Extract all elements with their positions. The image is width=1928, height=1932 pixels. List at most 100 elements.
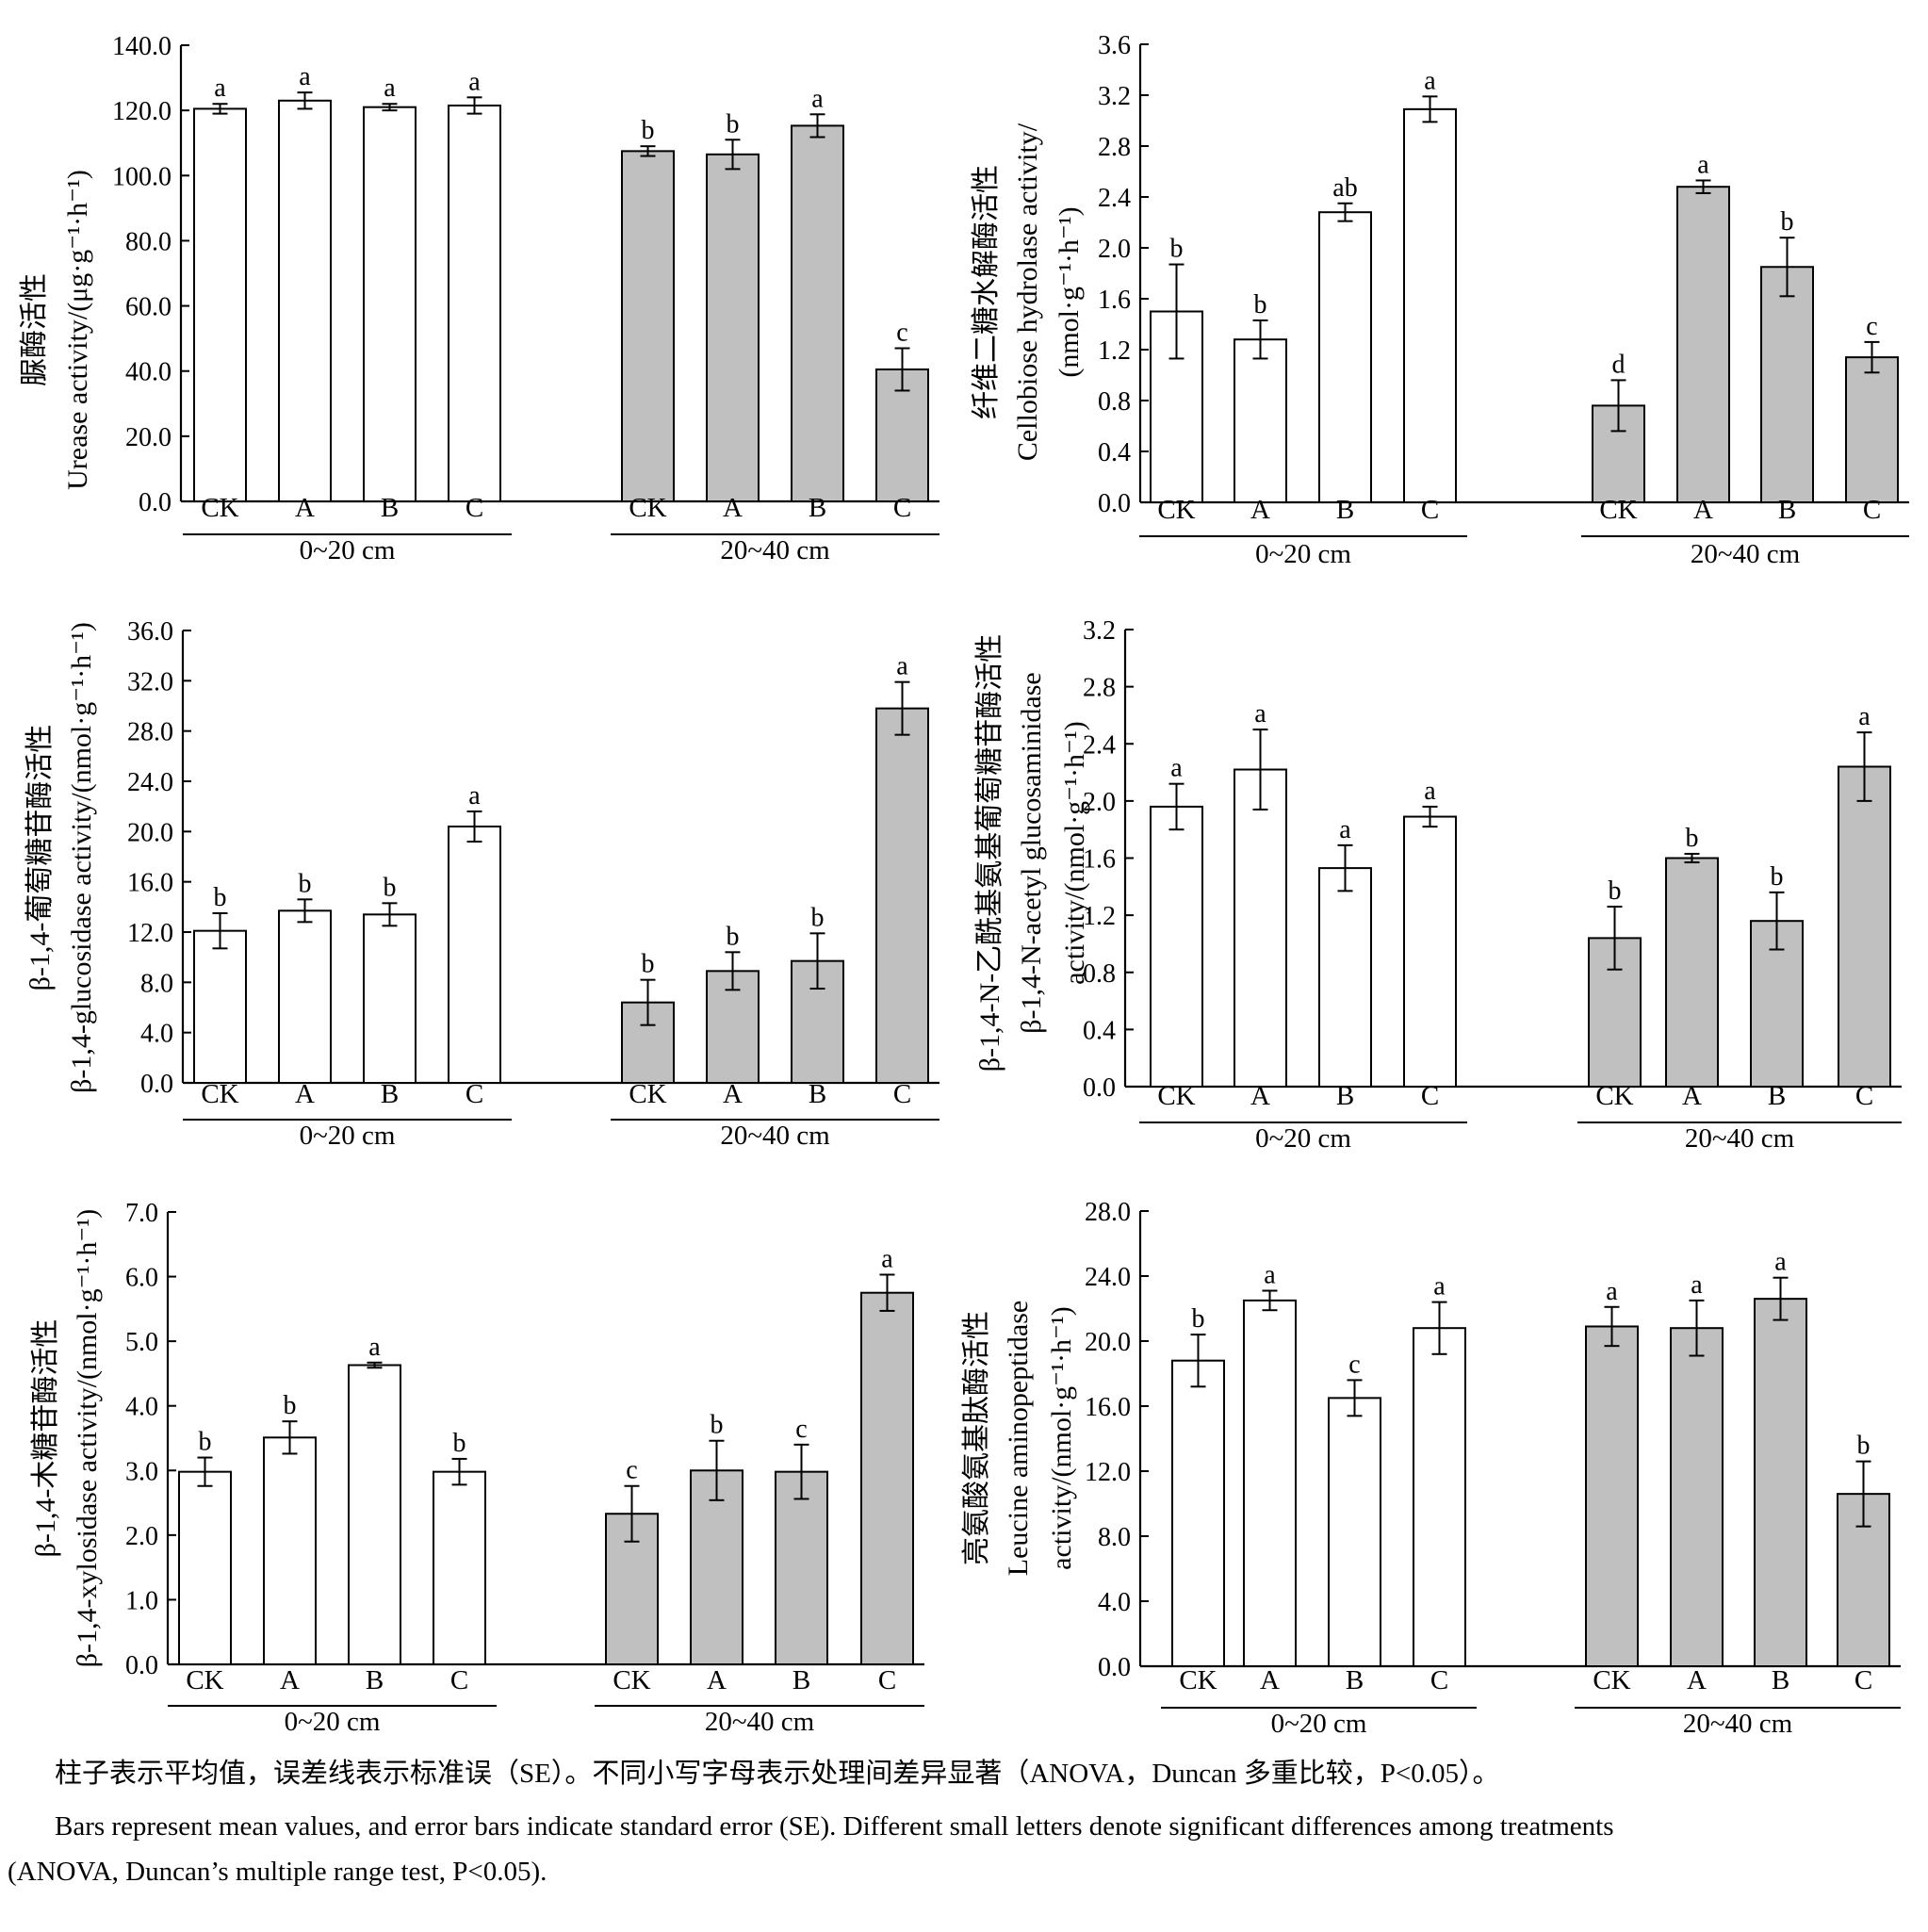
category-label: A xyxy=(280,1665,300,1695)
y-axis-label: 脲酶活性 xyxy=(19,273,50,386)
bar xyxy=(1413,1327,1466,1667)
y-tick-label: 12.0 xyxy=(1085,1458,1131,1487)
significance-letter: a xyxy=(384,74,396,103)
significance-letter: b xyxy=(284,1391,297,1420)
y-tick-label: 8.0 xyxy=(140,969,173,998)
category-label: CK xyxy=(201,493,238,523)
significance-letter: a xyxy=(1774,1248,1787,1277)
caption-english-line2: (ANOVA, Duncan’s multiple range test, P<… xyxy=(8,1857,547,1887)
y-tick-label: 2.4 xyxy=(1098,184,1131,213)
y-tick-label: 1.0 xyxy=(125,1586,158,1615)
significance-letter: a xyxy=(1606,1277,1618,1306)
y-axis-label: activity/(nmol·g⁻¹·h⁻¹) xyxy=(1059,721,1090,985)
y-tick-label: 12.0 xyxy=(127,919,173,948)
y-axis-label: (nmol·g⁻¹·h⁻¹) xyxy=(1054,206,1085,377)
bar xyxy=(775,1470,828,1665)
y-tick-label: 0.8 xyxy=(1083,959,1116,989)
category-label: A xyxy=(1250,495,1270,525)
group-label: 0~20 cm xyxy=(1255,1123,1351,1154)
bar xyxy=(1150,805,1203,1088)
bar xyxy=(1665,857,1719,1088)
category-label: CK xyxy=(1157,1081,1195,1111)
bar xyxy=(860,1291,914,1665)
y-tick-label: 2.0 xyxy=(125,1522,158,1551)
y-tick-label: 3.0 xyxy=(125,1457,158,1486)
significance-letter: b xyxy=(1781,207,1794,237)
significance-letter: b xyxy=(1686,824,1699,853)
bar xyxy=(363,913,417,1084)
category-label: C xyxy=(1430,1665,1448,1695)
y-tick-label: 2.8 xyxy=(1098,133,1131,162)
category-label: A xyxy=(1693,495,1713,525)
category-label: B xyxy=(381,1079,399,1109)
y-tick-label: 60.0 xyxy=(125,293,172,322)
category-label: C xyxy=(878,1665,896,1695)
bar xyxy=(193,929,247,1085)
figure-panels: 0.0 20.0 40.0 60.0 80.0 100.0 120.0 140.0 脲酶活性 Ur… xyxy=(19,31,1909,1739)
y-tick-label: 0.0 xyxy=(125,1651,158,1680)
significance-letter: c xyxy=(626,1456,637,1485)
y-tick-label: 2.4 xyxy=(1083,730,1116,760)
significance-letter: a xyxy=(1424,777,1436,806)
significance-letter: b xyxy=(642,116,655,145)
category-label: C xyxy=(450,1665,468,1695)
caption-english-line1: Bars represent mean values, and error ba… xyxy=(55,1811,1614,1842)
y-tick-label: 120.0 xyxy=(112,97,172,126)
significance-letter: a xyxy=(811,84,824,113)
group-label: 0~20 cm xyxy=(300,535,396,565)
bar xyxy=(193,107,247,503)
category-label: A xyxy=(295,493,315,523)
significance-letter: b xyxy=(1771,862,1784,892)
bar xyxy=(363,106,417,503)
y-tick-label: 3.6 xyxy=(1098,31,1131,60)
y-tick-label: 6.0 xyxy=(125,1264,158,1293)
bar xyxy=(1403,107,1457,503)
significance-letter: b xyxy=(1857,1432,1871,1461)
bar xyxy=(1243,1299,1297,1667)
bar xyxy=(1676,186,1730,503)
significance-letter: c xyxy=(795,1415,807,1444)
significance-letter: ab xyxy=(1332,173,1357,203)
bar xyxy=(1754,1298,1807,1668)
category-label: B xyxy=(792,1665,810,1695)
category-label: B xyxy=(809,1079,826,1109)
caption-chinese: 柱子表示平均值，误差线表示标准误（SE）。不同小写字母表示处理间差异显著（ANO… xyxy=(55,1759,1500,1789)
bar xyxy=(1760,266,1814,503)
y-axis-label: β-1,4-N-acetyl glucosaminidase xyxy=(1016,672,1047,1033)
category-label: C xyxy=(1854,1665,1872,1695)
significance-letter: a xyxy=(1170,754,1183,783)
category-label: B xyxy=(1768,1081,1786,1111)
significance-letter: c xyxy=(1866,312,1877,341)
bar xyxy=(1845,356,1899,503)
bar xyxy=(1318,867,1372,1088)
category-label: C xyxy=(1421,1081,1439,1111)
category-label: CK xyxy=(1595,1081,1633,1111)
group-label: 0~20 cm xyxy=(1255,539,1351,569)
significance-letter: a xyxy=(468,67,481,96)
bar xyxy=(1585,1325,1639,1667)
significance-letter: b xyxy=(1192,1304,1205,1334)
category-label: A xyxy=(295,1079,315,1109)
category-label: A xyxy=(707,1665,727,1695)
y-tick-label: 0.0 xyxy=(1098,489,1131,518)
bar xyxy=(278,99,332,503)
y-tick-label: 24.0 xyxy=(1085,1263,1131,1292)
category-label: B xyxy=(1346,1665,1364,1695)
category-label: CK xyxy=(629,493,666,523)
y-tick-label: 0.4 xyxy=(1083,1016,1116,1045)
bar xyxy=(1838,765,1891,1088)
group-label: 0~20 cm xyxy=(285,1707,381,1737)
y-tick-label: 28.0 xyxy=(127,718,173,747)
y-tick-label: 28.0 xyxy=(1085,1198,1131,1227)
group-label: 20~40 cm xyxy=(705,1707,815,1737)
category-label: CK xyxy=(1157,495,1195,525)
category-label: CK xyxy=(1179,1665,1217,1695)
y-tick-label: 0.0 xyxy=(140,1070,173,1099)
significance-letter: b xyxy=(384,873,397,902)
significance-letter: a xyxy=(1697,150,1709,179)
significance-letter: b xyxy=(453,1429,466,1458)
significance-letter: b xyxy=(199,1428,212,1457)
bar xyxy=(1234,768,1287,1088)
y-tick-label: 8.0 xyxy=(1098,1523,1131,1552)
bar xyxy=(1234,338,1287,504)
